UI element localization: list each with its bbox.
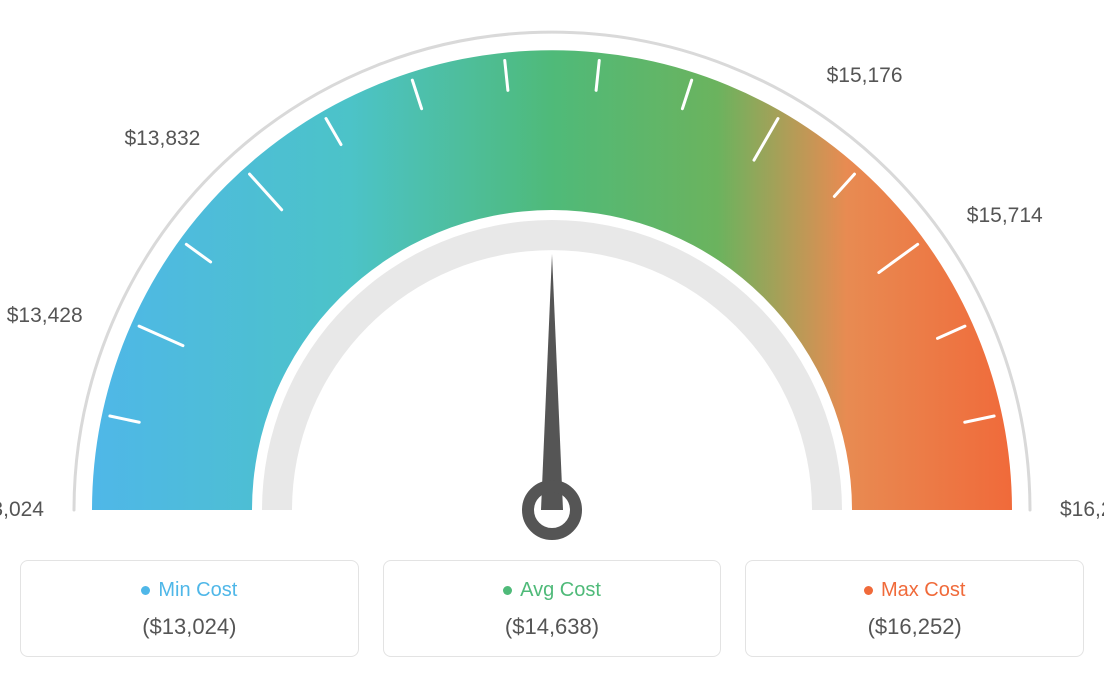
gauge-tick-label: $13,024: [0, 498, 44, 522]
legend-label: Avg Cost: [520, 579, 601, 602]
gauge-tick-label: $15,176: [827, 64, 903, 88]
legend-title-min: Min Cost: [141, 579, 237, 602]
legend-card-max: Max Cost ($16,252): [745, 560, 1084, 657]
legend-title-avg: Avg Cost: [503, 579, 601, 602]
legend-value: ($16,252): [756, 614, 1073, 640]
legend-label: Min Cost: [158, 579, 237, 602]
legend-label: Max Cost: [881, 579, 965, 602]
tick-labels-layer: $13,024$13,428$13,832$14,638$15,176$15,7…: [20, 20, 1084, 540]
gauge-tick-label: $14,638: [514, 0, 590, 2]
legend-card-avg: Avg Cost ($14,638): [383, 560, 722, 657]
gauge-tick-label: $16,252: [1060, 498, 1104, 522]
dot-min: [141, 586, 150, 595]
dot-avg: [503, 586, 512, 595]
gauge-tick-label: $15,714: [967, 204, 1043, 228]
legend-card-min: Min Cost ($13,024): [20, 560, 359, 657]
gauge-tick-label: $13,832: [124, 127, 200, 151]
gauge-chart: $13,024$13,428$13,832$14,638$15,176$15,7…: [20, 20, 1084, 540]
dot-max: [864, 586, 873, 595]
legend-value: ($14,638): [394, 614, 711, 640]
legend-row: Min Cost ($13,024) Avg Cost ($14,638) Ma…: [20, 560, 1084, 657]
legend-value: ($13,024): [31, 614, 348, 640]
legend-title-max: Max Cost: [864, 579, 965, 602]
gauge-tick-label: $13,428: [7, 304, 83, 328]
